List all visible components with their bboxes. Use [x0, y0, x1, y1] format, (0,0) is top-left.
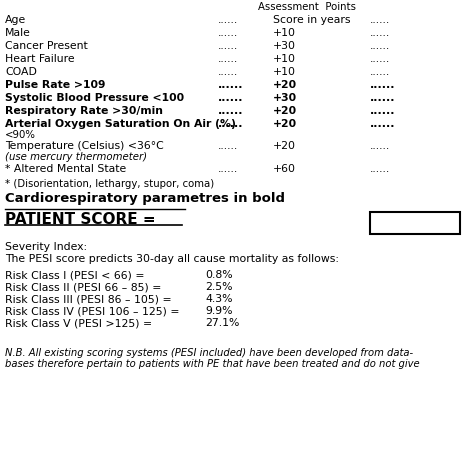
Text: ......: ...... — [218, 28, 238, 38]
Text: ......: ...... — [370, 106, 395, 116]
Text: Temperature (Celsius) <36°C: Temperature (Celsius) <36°C — [5, 141, 164, 151]
Text: ......: ...... — [370, 67, 390, 77]
Text: Heart Failure: Heart Failure — [5, 54, 74, 64]
Text: bases therefore pertain to patients with PE that have been treated and do not gi: bases therefore pertain to patients with… — [5, 359, 419, 369]
Text: ......: ...... — [218, 41, 238, 51]
Text: +10: +10 — [273, 54, 296, 64]
Text: Cancer Present: Cancer Present — [5, 41, 88, 51]
Text: Respiratory Rate >30/min: Respiratory Rate >30/min — [5, 106, 163, 116]
Text: ......: ...... — [218, 141, 238, 151]
Text: * (Disorientation, lethargy, stupor, coma): * (Disorientation, lethargy, stupor, com… — [5, 179, 214, 189]
Text: Risk Class V (PESI >125) =: Risk Class V (PESI >125) = — [5, 318, 152, 328]
Text: ......: ...... — [370, 141, 390, 151]
Text: ......: ...... — [218, 164, 238, 174]
Text: +20: +20 — [273, 141, 296, 151]
Text: ......: ...... — [218, 80, 244, 90]
Text: Risk Class III (PESI 86 – 105) =: Risk Class III (PESI 86 – 105) = — [5, 294, 172, 304]
Text: +20: +20 — [273, 119, 297, 129]
Text: +30: +30 — [273, 41, 296, 51]
Text: Risk Class IV (PESI 106 – 125) =: Risk Class IV (PESI 106 – 125) = — [5, 306, 180, 316]
Text: N.B. All existing scoring systems (PESI included) have been developed from data-: N.B. All existing scoring systems (PESI … — [5, 348, 413, 358]
Text: +60: +60 — [273, 164, 296, 174]
Text: 4.3%: 4.3% — [205, 294, 233, 304]
Text: ......: ...... — [218, 119, 244, 129]
Text: ......: ...... — [218, 93, 244, 103]
Text: The PESI score predicts 30-day all cause mortality as follows:: The PESI score predicts 30-day all cause… — [5, 254, 339, 264]
Text: ......: ...... — [218, 67, 238, 77]
Text: ......: ...... — [370, 93, 395, 103]
Text: Systolic Blood Pressure <100: Systolic Blood Pressure <100 — [5, 93, 184, 103]
Text: <90%: <90% — [5, 130, 36, 140]
Text: (use mercury thermometer): (use mercury thermometer) — [5, 152, 147, 162]
Text: 0.8%: 0.8% — [205, 270, 233, 280]
Text: Risk Class II (PESI 66 – 85) =: Risk Class II (PESI 66 – 85) = — [5, 282, 161, 292]
Text: * Altered Mental State: * Altered Mental State — [5, 164, 126, 174]
Text: Assessment  Points: Assessment Points — [258, 2, 356, 12]
Text: Cardiorespiratory parametres in bold: Cardiorespiratory parametres in bold — [5, 192, 285, 205]
Text: ......: ...... — [218, 54, 238, 64]
Text: ......: ...... — [370, 41, 390, 51]
Text: +10: +10 — [273, 28, 296, 38]
Text: Age: Age — [5, 15, 26, 25]
Text: Risk Class I (PESI < 66) =: Risk Class I (PESI < 66) = — [5, 270, 145, 280]
Text: PATIENT SCORE =: PATIENT SCORE = — [5, 212, 155, 227]
Text: ......: ...... — [370, 28, 390, 38]
Text: +20: +20 — [273, 80, 297, 90]
Text: +20: +20 — [273, 106, 297, 116]
Text: ......: ...... — [218, 15, 238, 25]
Text: ......: ...... — [370, 119, 395, 129]
Text: 27.1%: 27.1% — [205, 318, 239, 328]
Text: 9.9%: 9.9% — [205, 306, 233, 316]
Text: ......: ...... — [370, 15, 390, 25]
Text: +30: +30 — [273, 93, 297, 103]
Text: Pulse Rate >109: Pulse Rate >109 — [5, 80, 106, 90]
Text: Male: Male — [5, 28, 31, 38]
Text: ......: ...... — [370, 54, 390, 64]
Text: COAD: COAD — [5, 67, 37, 77]
Text: Score in years: Score in years — [273, 15, 350, 25]
Text: Arterial Oxygen Saturation On Air (%): Arterial Oxygen Saturation On Air (%) — [5, 119, 236, 129]
Text: Severity Index:: Severity Index: — [5, 242, 87, 252]
Text: ......: ...... — [370, 164, 390, 174]
Text: ......: ...... — [370, 80, 395, 90]
Text: 2.5%: 2.5% — [205, 282, 233, 292]
Text: ......: ...... — [218, 106, 244, 116]
Text: +10: +10 — [273, 67, 296, 77]
Bar — [370, 212, 460, 234]
